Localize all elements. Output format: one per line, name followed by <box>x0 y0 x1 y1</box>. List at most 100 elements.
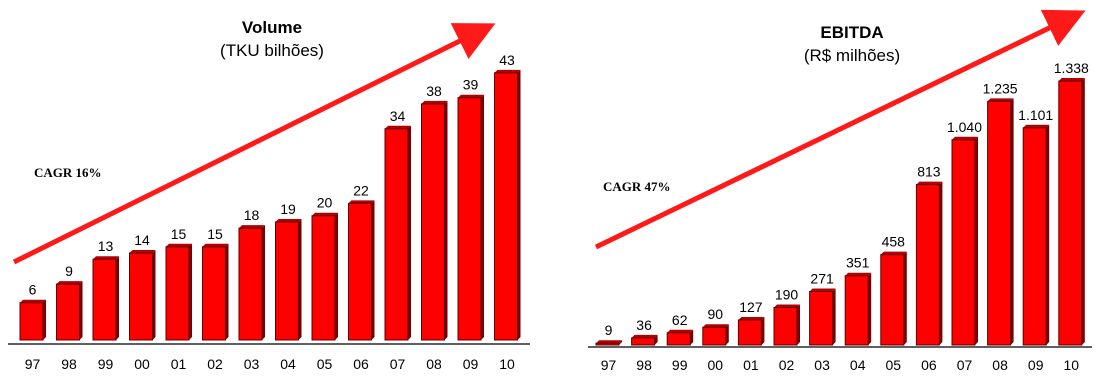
volume-value-label-03: 18 <box>244 207 260 223</box>
ebitda-tick-label-99: 99 <box>672 357 688 373</box>
volume-tick-label-98: 98 <box>61 356 77 372</box>
ebitda-bar-top-06 <box>916 181 943 185</box>
volume-value-label-97: 6 <box>29 282 37 298</box>
ebitda-bar-top-01 <box>738 316 765 320</box>
volume-bar-top-99 <box>93 256 119 260</box>
volume-tick-label-10: 10 <box>499 356 515 372</box>
volume-value-label-10: 43 <box>499 52 515 68</box>
volume-bar-side-06 <box>371 200 375 340</box>
volume-bar-04 <box>275 221 299 341</box>
volume-bar-top-03 <box>239 225 265 229</box>
ebitda-value-label-02: 190 <box>775 287 799 303</box>
volume-tick-label-97: 97 <box>25 356 41 372</box>
ebitda-bar-side-05 <box>903 251 907 345</box>
volume-tick-label-08: 08 <box>426 356 442 372</box>
volume-bar-top-01 <box>166 243 192 247</box>
volume-cagr-annotation: CAGR 16% <box>34 165 102 180</box>
volume-bar-top-02 <box>202 243 229 247</box>
volume-bar-top-98 <box>56 281 83 285</box>
volume-bar-side-08 <box>444 100 448 341</box>
volume-value-label-98: 9 <box>65 263 73 279</box>
volume-bar-side-99 <box>116 256 119 340</box>
volume-bar-01 <box>165 246 190 341</box>
ebitda-tick-label-02: 02 <box>779 357 795 373</box>
ebitda-bar-side-02 <box>797 304 800 345</box>
ebitda-tick-label-05: 05 <box>886 357 902 373</box>
ebitda-bar-09 <box>1022 127 1047 346</box>
ebitda-bar-10 <box>1058 80 1083 346</box>
volume-bar-top-09 <box>458 94 484 98</box>
ebitda-bar-side-04 <box>868 272 872 345</box>
ebitda-bar-99 <box>666 332 691 346</box>
ebitda-bar-top-08 <box>987 98 1014 102</box>
volume-bar-05 <box>311 215 336 341</box>
ebitda-value-label-03: 271 <box>810 271 834 287</box>
ebitda-value-label-97: 9 <box>605 322 613 338</box>
volume-value-label-02: 15 <box>207 226 223 242</box>
volume-bar-side-97 <box>43 299 46 340</box>
volume-title: Volume <box>242 18 302 37</box>
volume-bar-00 <box>129 252 153 341</box>
volume-bar-side-10 <box>517 69 521 340</box>
ebitda-trend-arrow <box>594 9 1086 250</box>
ebitda-value-label-09: 1.101 <box>1018 107 1053 123</box>
ebitda-bar-top-04 <box>845 272 872 276</box>
volume-tick-label-04: 04 <box>280 356 296 372</box>
volume-bar-08 <box>421 103 445 341</box>
volume-bar-side-01 <box>189 243 192 340</box>
ebitda-bar-side-07 <box>975 136 978 345</box>
ebitda-tick-label-07: 07 <box>957 357 973 373</box>
volume-tick-label-03: 03 <box>244 356 260 372</box>
ebitda-tick-label-01: 01 <box>743 357 759 373</box>
ebitda-subtitle: (R$ milhões) <box>804 46 900 65</box>
volume-bar-top-04 <box>275 218 302 222</box>
ebitda-cagr-annotation: CAGR 47% <box>603 179 671 194</box>
ebitda-bar-01 <box>737 319 762 346</box>
ebitda-bar-side-06 <box>939 181 943 345</box>
ebitda-value-label-07: 1.040 <box>947 119 982 135</box>
volume-bars: 6 97 9 98 13 99 14 00 15 01 15 02 18 03 19 04 20 05 22 06 34… <box>19 52 521 372</box>
volume-value-label-06: 22 <box>353 182 369 198</box>
ebitda-bar-07 <box>951 139 976 346</box>
ebitda-bar-top-98 <box>631 334 658 338</box>
volume-value-label-05: 20 <box>317 195 333 211</box>
ebitda-bar-top-97 <box>596 340 622 344</box>
volume-bar-top-97 <box>20 299 46 303</box>
ebitda-bar-side-99 <box>690 329 694 345</box>
ebitda-bar-top-00 <box>702 324 729 328</box>
ebitda-bar-06 <box>915 184 940 346</box>
volume-tick-label-01: 01 <box>171 356 187 372</box>
volume-bar-side-03 <box>262 225 265 340</box>
ebitda-bar-side-00 <box>725 324 729 345</box>
ebitda-value-label-00: 90 <box>708 306 724 322</box>
volume-bar-10 <box>494 72 518 341</box>
ebitda-bar-side-97 <box>619 340 622 345</box>
volume-chart: Volume (TKU bilhões) CAGR 16% 6 97 9 98 13 99… <box>8 18 530 372</box>
volume-value-label-01: 15 <box>171 226 187 242</box>
ebitda-bar-top-02 <box>774 304 800 308</box>
volume-bar-side-04 <box>298 218 302 340</box>
volume-bar-side-09 <box>481 94 484 341</box>
volume-bar-top-06 <box>348 200 375 204</box>
ebitda-bar-top-07 <box>952 136 978 140</box>
ebitda-tick-label-06: 06 <box>921 357 937 373</box>
ebitda-value-label-04: 351 <box>846 255 870 271</box>
volume-bar-top-08 <box>421 100 448 104</box>
ebitda-tick-label-08: 08 <box>992 357 1008 373</box>
ebitda-value-label-08: 1.235 <box>983 80 1018 96</box>
volume-bar-top-00 <box>129 250 156 254</box>
ebitda-bars: 9 97 36 98 62 99 90 00 127 01 190 02 271 03 351 04 458 05… <box>595 60 1089 373</box>
ebitda-tick-label-97: 97 <box>601 357 617 373</box>
ebitda-bar-top-03 <box>809 288 836 292</box>
volume-value-label-04: 19 <box>280 201 296 217</box>
volume-tick-label-02: 02 <box>207 356 223 372</box>
volume-subtitle: (TKU bilhões) <box>220 41 324 60</box>
volume-tick-label-09: 09 <box>463 356 479 372</box>
ebitda-bar-top-10 <box>1058 78 1085 82</box>
volume-value-label-00: 14 <box>134 232 150 248</box>
volume-tick-label-05: 05 <box>317 356 333 372</box>
ebitda-bar-side-01 <box>761 316 765 345</box>
volume-bar-98 <box>56 283 80 341</box>
volume-bar-side-00 <box>152 250 156 340</box>
volume-bar-07 <box>384 128 409 341</box>
